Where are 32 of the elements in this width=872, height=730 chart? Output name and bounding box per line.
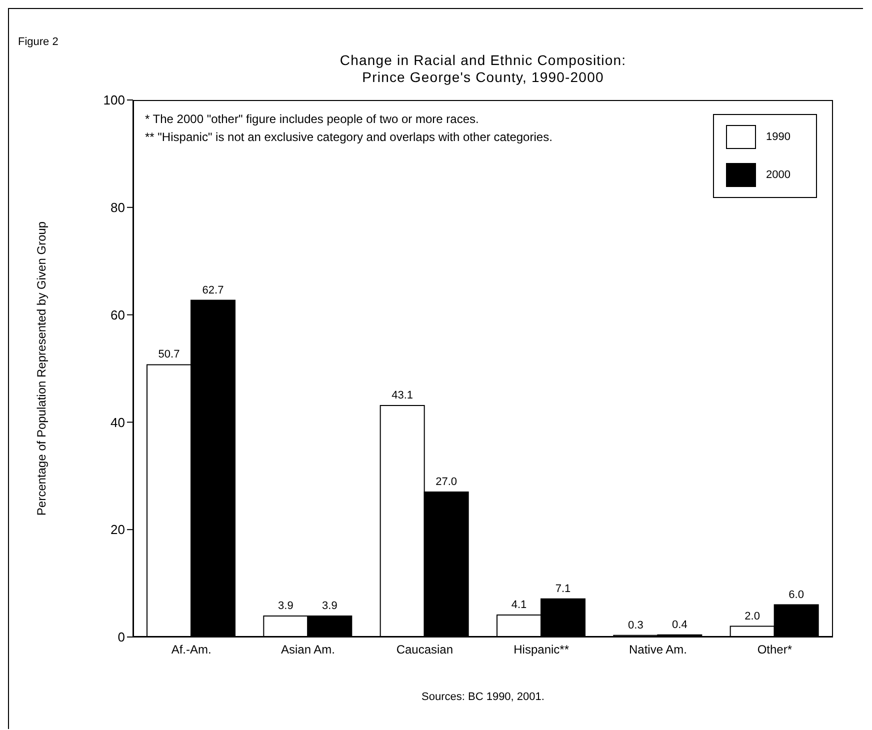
data-label: 3.9 — [278, 600, 294, 612]
data-label: 2.0 — [744, 610, 760, 622]
data-label: 0.4 — [672, 618, 688, 631]
x-tick-label: Caucasian — [396, 642, 454, 657]
chart-title: Change in Racial and Ethnic Composition: Prince George's County, 1990-2000 — [338, 52, 628, 86]
data-label: 7.1 — [555, 582, 571, 595]
x-tick-label: Asian Am. — [280, 642, 336, 657]
x-tick-label: Hispanic** — [514, 642, 570, 657]
y-tick-label: 20 — [110, 522, 125, 538]
data-label: 3.9 — [322, 600, 338, 612]
legend-label: 1990 — [766, 131, 790, 143]
y-tick-label: 60 — [110, 307, 125, 322]
data-label: 62.7 — [202, 284, 224, 296]
y-axis-title: Percentage of Population Represented by Given Group — [34, 221, 48, 516]
data-label: 43.1 — [392, 390, 414, 402]
x-tick-label: Other* — [757, 642, 792, 657]
x-tick-label: Native Am. — [628, 642, 688, 657]
data-label: 0.3 — [628, 619, 644, 632]
source-note: Sources: BC 1990, 2001. — [420, 691, 546, 703]
data-label: 4.1 — [511, 598, 527, 611]
legend-label: 2000 — [766, 169, 790, 181]
y-tick-label: 80 — [110, 200, 125, 216]
caption: Figure 2 — [18, 36, 58, 48]
data-label: 27.0 — [436, 476, 458, 488]
annotation: * The 2000 "other" figure includes people of two or more races. — [145, 111, 480, 128]
y-tick-label: 100 — [103, 92, 125, 108]
data-label: 50.7 — [158, 348, 180, 361]
annotation: ** "Hispanic" is not an exclusive category and overlaps with other categories. — [145, 129, 552, 146]
y-tick-label: 0 — [118, 630, 125, 645]
y-tick-label: 40 — [110, 414, 125, 430]
data-label: 6.0 — [788, 588, 804, 601]
x-tick-label: Af.-Am. — [171, 642, 212, 657]
